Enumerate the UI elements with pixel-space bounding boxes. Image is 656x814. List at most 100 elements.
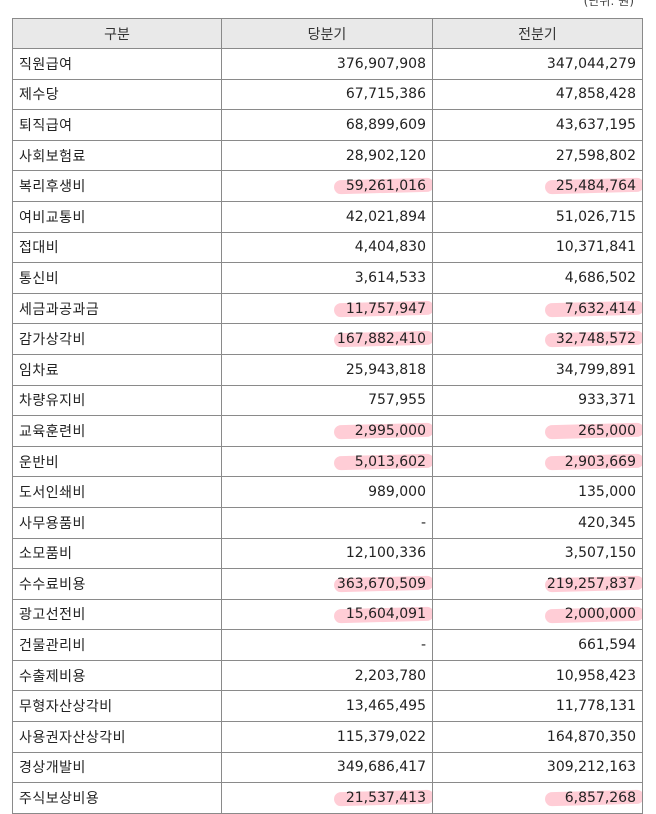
row-previous-value: 135,000	[432, 476, 643, 508]
amount-text: 59,261,016	[345, 178, 426, 195]
row-item-name: 사무용품비	[12, 506, 222, 539]
row-current-value: 4,404,830	[221, 231, 433, 264]
amount-text: 349,686,417	[336, 759, 426, 776]
row-previous-value: 43,637,195	[432, 109, 643, 141]
row-previous-value: 25,484,764	[432, 170, 643, 202]
row-item-name: 퇴직급여	[12, 109, 222, 141]
amount-text: 67,715,386	[345, 86, 426, 103]
amount-text: 25,484,764	[555, 178, 636, 195]
row-previous-value: 661,594	[432, 629, 643, 661]
row-current-value: 12,100,336	[221, 537, 433, 570]
row-item-name: 통신비	[12, 262, 222, 294]
table-row: 여비교통비 42,021,894 51,026,715	[12, 200, 643, 233]
row-current-value: 59,261,016	[221, 170, 433, 202]
amount-text: 10,958,423	[555, 667, 636, 684]
table-row: 사무용품비 - 420,345	[12, 506, 643, 539]
row-previous-value: 219,257,837	[432, 568, 643, 600]
amount-text: 363,670,509	[336, 575, 426, 592]
row-item-name: 교육훈련비	[12, 415, 222, 447]
header-previous-quarter: 전분기	[432, 18, 643, 49]
table-row: 사회보험료 28,902,120 27,598,802	[12, 139, 643, 172]
row-item-name: 접대비	[12, 231, 222, 264]
table-row: 감가상각비 167,882,410 32,748,572	[12, 323, 643, 355]
table-row: 임차료 25,943,818 34,799,891	[12, 353, 643, 386]
amount-text: 10,371,841	[555, 239, 636, 256]
amount-text: 11,778,131	[555, 698, 636, 715]
table-row: 직원급여 376,907,908 347,044,279	[12, 48, 643, 80]
table-row: 퇴직급여 68,899,609 43,637,195	[12, 109, 643, 141]
amount-text: 32,748,572	[555, 331, 636, 348]
table-row: 교육훈련비 2,995,000 265,000	[12, 415, 643, 447]
row-current-value: 115,379,022	[221, 721, 433, 753]
amount-text: 2,903,669	[564, 453, 636, 470]
row-previous-value: 7,632,414	[432, 292, 643, 325]
row-previous-value: 933,371	[432, 384, 643, 417]
amount-text: 25,943,818	[345, 361, 426, 378]
row-item-name: 차량유지비	[12, 384, 222, 417]
row-previous-value: 265,000	[432, 415, 643, 447]
row-item-name: 수수료비용	[12, 568, 222, 600]
row-item-name: 경상개발비	[12, 751, 222, 784]
row-current-value: 3,614,533	[221, 262, 433, 294]
unit-note: (단위: 원)	[583, 0, 634, 8]
header-item: 구분	[12, 18, 222, 49]
table-row: 수출제비용 2,203,780 10,958,423	[12, 659, 643, 692]
table-row: 건물관리비 - 661,594	[12, 629, 643, 661]
amount-text: 265,000	[578, 422, 636, 439]
table-row: 운반비 5,013,602 2,903,669	[12, 445, 643, 478]
table-row: 주식보상비용 21,537,413 6,857,268	[12, 782, 643, 814]
row-current-value: 2,995,000	[221, 415, 433, 447]
row-item-name: 수출제비용	[12, 659, 222, 692]
table-row: 통신비 3,614,533 4,686,502	[12, 262, 643, 294]
row-previous-value: 6,857,268	[432, 782, 643, 814]
table-body: 직원급여 376,907,908 347,044,279 제수당 67,715,386 4…	[12, 48, 643, 814]
amount-text: 13,465,495	[345, 698, 426, 715]
row-item-name: 소모품비	[12, 537, 222, 570]
row-item-name: 무형자산상각비	[12, 690, 222, 723]
amount-text: -	[420, 514, 426, 531]
row-previous-value: 309,212,163	[432, 751, 643, 784]
amount-text: 989,000	[368, 484, 426, 501]
amount-text: 7,632,414	[564, 300, 636, 317]
amount-text: 4,686,502	[564, 269, 636, 286]
row-current-value: 21,537,413	[221, 782, 433, 814]
table-row: 수수료비용 363,670,509 219,257,837	[12, 568, 643, 600]
row-previous-value: 164,870,350	[432, 721, 643, 753]
row-previous-value: 10,958,423	[432, 659, 643, 692]
row-current-value: 376,907,908	[221, 48, 433, 80]
table-row: 소모품비 12,100,336 3,507,150	[12, 537, 643, 570]
row-item-name: 광고선전비	[12, 598, 222, 631]
table-row: 경상개발비 349,686,417 309,212,163	[12, 751, 643, 784]
row-item-name: 임차료	[12, 353, 222, 386]
row-item-name: 사용권자산상각비	[12, 721, 222, 753]
amount-text: 2,203,780	[354, 667, 426, 684]
row-item-name: 직원급여	[12, 48, 222, 80]
amount-text: 34,799,891	[555, 361, 636, 378]
amount-text: 11,757,947	[345, 300, 426, 317]
row-previous-value: 3,507,150	[432, 537, 643, 570]
amount-text: -	[420, 637, 426, 654]
amount-text: 135,000	[578, 484, 636, 501]
row-previous-value: 51,026,715	[432, 200, 643, 233]
row-current-value: 11,757,947	[221, 292, 433, 325]
amount-text: 309,212,163	[546, 759, 636, 776]
table-row: 무형자산상각비 13,465,495 11,778,131	[12, 690, 643, 723]
amount-text: 933,371	[578, 392, 636, 409]
row-current-value: -	[221, 629, 433, 661]
row-item-name: 운반비	[12, 445, 222, 478]
amount-text: 51,026,715	[555, 208, 636, 225]
row-current-value: 13,465,495	[221, 690, 433, 723]
row-previous-value: 420,345	[432, 506, 643, 539]
table-header-row: 구분 당분기 전분기	[12, 18, 643, 49]
row-current-value: 5,013,602	[221, 445, 433, 478]
row-current-value: 2,203,780	[221, 659, 433, 692]
table-continuation	[12, 812, 643, 814]
row-current-value: 67,715,386	[221, 78, 433, 111]
amount-text: 27,598,802	[555, 147, 636, 164]
amount-text: 43,637,195	[555, 116, 636, 133]
row-previous-value: 34,799,891	[432, 353, 643, 386]
amount-text: 2,995,000	[354, 422, 426, 439]
table-row: 제수당 67,715,386 47,858,428	[12, 78, 643, 111]
amount-text: 28,902,120	[345, 147, 426, 164]
row-current-value: 28,902,120	[221, 139, 433, 172]
